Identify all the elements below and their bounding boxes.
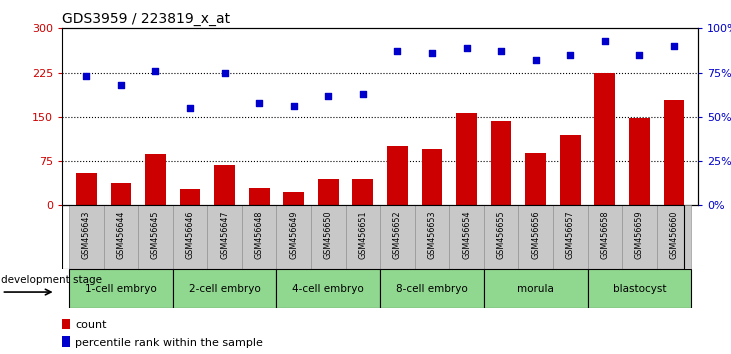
Bar (110, 183, 132, 205)
Bar (664, 100, 684, 205)
Point (668, 43, 680, 49)
Text: GSM456652: GSM456652 (393, 210, 402, 259)
Point (564, 52, 576, 58)
Bar (380, 269, 484, 308)
Bar (69, 269, 173, 308)
Bar (284, 192, 304, 205)
Point (322, 93, 334, 98)
Bar (656, 205, 692, 269)
Bar (553, 205, 588, 269)
Bar (588, 269, 692, 308)
Point (150, 68, 162, 74)
Bar (249, 188, 270, 205)
Text: GSM456654: GSM456654 (462, 210, 471, 259)
Bar (276, 205, 311, 269)
Bar (180, 189, 200, 205)
Point (219, 70, 230, 75)
Bar (629, 118, 650, 205)
Text: count: count (75, 320, 107, 330)
Bar (484, 205, 518, 269)
Text: GSM456649: GSM456649 (289, 210, 298, 259)
Bar (62, 336, 70, 347)
Bar (518, 205, 553, 269)
Point (357, 91, 368, 97)
Bar (69, 205, 104, 269)
Bar (242, 205, 276, 269)
Bar (208, 205, 242, 269)
Bar (138, 205, 173, 269)
Text: GSM456647: GSM456647 (220, 210, 229, 259)
Text: GSM456650: GSM456650 (324, 210, 333, 259)
Bar (560, 135, 580, 205)
Point (184, 105, 196, 111)
Bar (450, 205, 484, 269)
Bar (588, 205, 622, 269)
Bar (214, 165, 235, 205)
Text: GSM456643: GSM456643 (82, 210, 91, 259)
Text: GSM456659: GSM456659 (635, 210, 644, 259)
Bar (456, 113, 477, 205)
Bar (422, 149, 442, 205)
Text: GSM456653: GSM456653 (428, 210, 436, 259)
Point (115, 82, 126, 88)
Point (288, 103, 300, 109)
Text: GSM456658: GSM456658 (600, 210, 609, 259)
Bar (173, 205, 208, 269)
Bar (526, 153, 546, 205)
Bar (387, 146, 408, 205)
Bar (414, 205, 450, 269)
Bar (346, 205, 380, 269)
Bar (352, 179, 374, 205)
Text: GDS3959 / 223819_x_at: GDS3959 / 223819_x_at (62, 12, 230, 26)
Point (461, 45, 472, 51)
Text: development stage: development stage (1, 275, 102, 285)
Bar (173, 269, 276, 308)
Bar (622, 205, 656, 269)
Bar (491, 121, 512, 205)
Point (634, 52, 645, 58)
Point (392, 48, 404, 54)
Text: 8-cell embryo: 8-cell embryo (396, 284, 468, 293)
Text: GSM456656: GSM456656 (531, 210, 540, 259)
Text: percentile rank within the sample: percentile rank within the sample (75, 338, 263, 348)
Bar (318, 179, 338, 205)
Bar (62, 319, 70, 329)
Text: GSM456648: GSM456648 (254, 210, 264, 259)
Point (254, 100, 265, 105)
Bar (594, 73, 616, 205)
Text: 2-cell embryo: 2-cell embryo (189, 284, 260, 293)
Bar (145, 154, 166, 205)
Point (495, 48, 507, 54)
Text: GSM456660: GSM456660 (670, 210, 678, 259)
Text: GSM456646: GSM456646 (186, 210, 194, 259)
Text: GSM456645: GSM456645 (151, 210, 160, 259)
Text: GSM456655: GSM456655 (496, 210, 506, 259)
Point (426, 50, 438, 56)
Bar (104, 205, 138, 269)
Text: blastocyst: blastocyst (613, 284, 666, 293)
Bar (380, 205, 414, 269)
Point (599, 38, 610, 44)
Text: GSM456657: GSM456657 (566, 210, 575, 259)
Bar (276, 269, 380, 308)
Point (80, 73, 92, 79)
Bar (76, 173, 96, 205)
Text: 1-cell embryo: 1-cell embryo (85, 284, 156, 293)
Text: GSM456644: GSM456644 (116, 210, 126, 259)
Text: morula: morula (518, 284, 554, 293)
Bar (484, 269, 588, 308)
Bar (311, 205, 346, 269)
Text: GSM456651: GSM456651 (358, 210, 368, 259)
Point (530, 57, 542, 63)
Text: 4-cell embryo: 4-cell embryo (292, 284, 364, 293)
